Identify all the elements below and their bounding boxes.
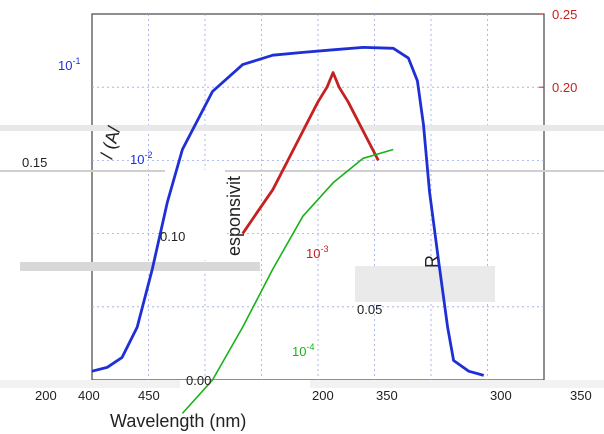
x-tick-label-m2: 350 — [376, 388, 398, 403]
series-line-2 — [181, 148, 394, 414]
inset-tick-005: 0.05 — [357, 302, 382, 317]
x-axis: 200 400 450 200 350 300 350 — [35, 388, 592, 403]
series-layer — [91, 46, 485, 414]
right-tick-label: 0.20 — [552, 80, 577, 95]
inset-tick-015: 0.15 — [22, 155, 47, 170]
fragment-responsivity: esponsivit — [224, 176, 244, 256]
fragment-r: R — [422, 255, 442, 268]
right-axis: 0.20 0.25 — [539, 7, 577, 95]
x-axis-title: Wavelength (nm) — [110, 411, 246, 431]
glitch-overlay — [0, 125, 604, 400]
inset-tick-010: 0.10 — [160, 229, 185, 244]
right-tick-label: 0.25 — [552, 7, 577, 22]
x-tick-label-l1: 200 — [35, 388, 57, 403]
inset-tick-000: 0.00 — [186, 373, 211, 388]
x-tick-label-l2: 400 — [78, 388, 100, 403]
x-tick-label-m3: 300 — [490, 388, 512, 403]
x-tick-label-m1: 200 — [312, 388, 334, 403]
inset-labels: 0.15 0.10 0.05 0.00 10-3 10-4 esponsivit… — [22, 124, 442, 388]
x-tick-label-m4: 350 — [570, 388, 592, 403]
left-tick-label-top: 10-1 — [58, 56, 80, 73]
x-tick-label-l3: 450 — [138, 388, 160, 403]
series-line-1 — [241, 71, 380, 235]
series-line-0 — [91, 46, 485, 377]
